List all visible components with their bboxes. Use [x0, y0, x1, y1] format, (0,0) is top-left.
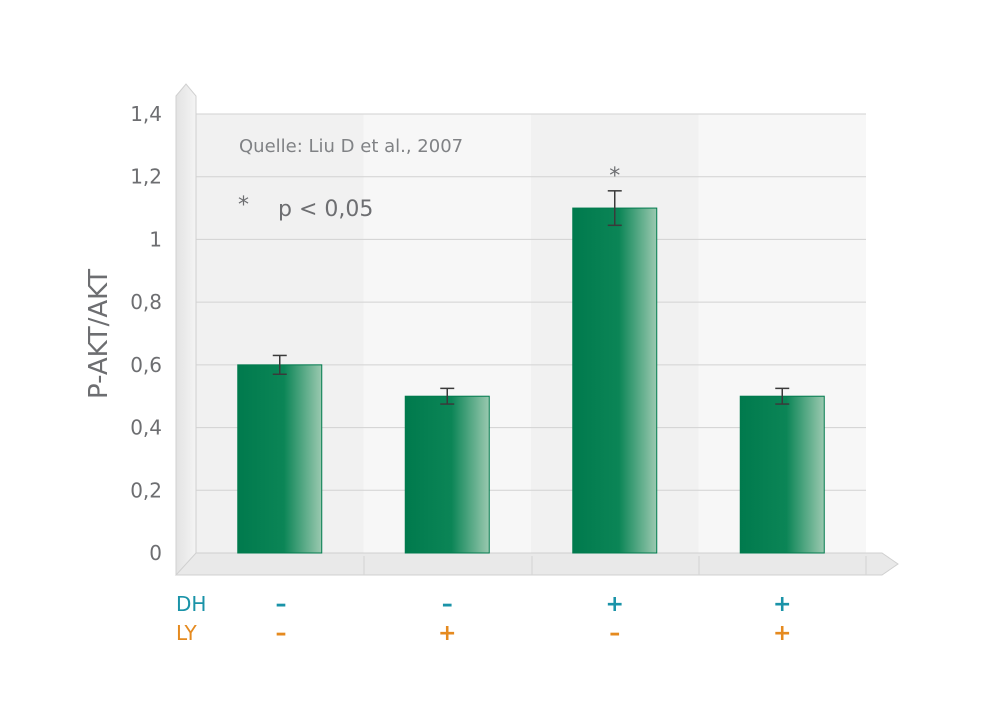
condition-sign: + — [606, 592, 624, 617]
condition-sign: – — [276, 621, 287, 646]
bar — [572, 207, 658, 554]
y-axis-label: P-AKT/AKT — [84, 269, 114, 399]
significance-stars: * — [609, 164, 620, 189]
y-tick-label: 0,2 — [130, 478, 162, 502]
condition-label: LY — [176, 621, 197, 645]
bar — [404, 395, 490, 554]
bar — [739, 395, 825, 554]
x-axis-floor — [174, 552, 899, 576]
y-tick-label: 1,4 — [130, 102, 162, 126]
condition-sign: – — [442, 592, 453, 617]
y-tick-label: 0,6 — [130, 353, 162, 377]
plot-background — [196, 114, 866, 553]
condition-rows: DH – – + + LY – + – + — [176, 592, 791, 646]
y-tick-label: 0 — [149, 541, 162, 565]
error-bars — [272, 190, 790, 405]
significance-star: * — [609, 164, 620, 189]
condition-label: DH — [176, 592, 206, 616]
significance-marker: * — [238, 193, 249, 218]
y-tick-label: 1 — [149, 227, 162, 251]
y-tick-label: 1,2 — [130, 165, 162, 189]
bar — [237, 364, 323, 554]
y-tick-labels: 0 0,2 0,4 0,6 0,8 1 1,2 1,4 — [130, 102, 162, 565]
source-note: Quelle: Liu D et al., 2007 — [239, 136, 463, 157]
bars — [237, 207, 825, 554]
condition-sign: – — [276, 592, 287, 617]
condition-sign: – — [609, 621, 620, 646]
y-axis-wall — [175, 83, 197, 576]
y-tick-label: 0,4 — [130, 416, 162, 440]
condition-sign: + — [438, 621, 456, 646]
condition-sign: + — [773, 592, 791, 617]
condition-sign: + — [773, 621, 791, 646]
significance-legend: p < 0,05 — [278, 197, 373, 222]
y-tick-label: 0,8 — [130, 290, 162, 314]
